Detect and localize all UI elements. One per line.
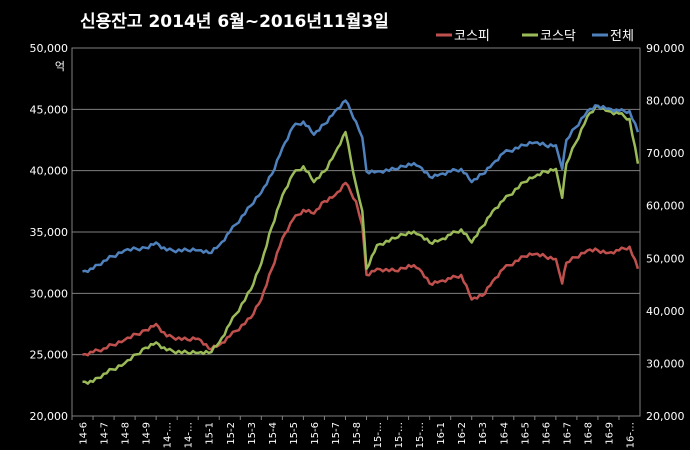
legend-label: 전체	[610, 29, 634, 44]
x-tick-label: 15-…	[415, 422, 426, 448]
x-tick-label: 15-4	[268, 422, 279, 445]
x-tick-label: 14-…	[184, 422, 195, 448]
left-tick-label: 35,000	[30, 226, 69, 239]
x-tick-label: 15-2	[226, 422, 237, 445]
x-tick-label: 16-5	[520, 422, 531, 445]
series-lines	[82, 99, 640, 385]
right-tick-label: 50,000	[646, 252, 685, 265]
x-axis: 14-6 14-7 14-8 14-9 14-… 14-… 15-1 15-2 15-3 15-4…	[71, 416, 636, 448]
x-tick-label: 15-5	[289, 422, 300, 445]
right-tick-label: 90,000	[646, 42, 685, 55]
x-tick-label: 16-4	[499, 422, 510, 445]
right-tick-label: 30,000	[646, 357, 685, 370]
right-tick-label: 60,000	[646, 200, 685, 213]
left-tick-label: 50,000	[30, 42, 69, 55]
series-line-1	[82, 181, 640, 357]
x-tick-label: 16-3	[478, 422, 489, 445]
x-tick-label: 15-8	[352, 422, 363, 445]
left-tick-label: 25,000	[30, 349, 69, 362]
x-tick-label: 15-…	[373, 422, 384, 448]
x-tick-label: 15-6	[310, 422, 321, 445]
left-tick-label: 40,000	[30, 165, 69, 178]
left-y-axis: 억 20,000 25,000 30,000 35,000 40,000 45,000 50…	[30, 42, 69, 423]
right-y-axis: 20,000 30,000 40,000 50,000 60,000 70,000 80,0…	[646, 42, 685, 423]
chart-title: 신용잔고 2014년 6월~2016년11월3일	[80, 12, 389, 32]
x-tick-label: 14-8	[121, 422, 132, 445]
x-tick-label: 14-7	[100, 422, 111, 445]
x-tick-label: 16-…	[625, 422, 636, 448]
plot-frame	[71, 47, 641, 417]
legend-label: 코스닥	[540, 29, 576, 44]
x-tick-label: 16-7	[562, 422, 573, 445]
x-tick-label: 16-1	[436, 422, 447, 445]
x-tick-label: 15-3	[247, 422, 258, 445]
left-tick-label: 30,000	[30, 287, 69, 300]
x-tick-label: 15-1	[205, 422, 216, 445]
left-tick-label: 45,000	[30, 103, 69, 116]
left-tick-label: 20,000	[30, 410, 69, 423]
left-axis-unit: 억	[55, 60, 65, 73]
legend-label: 코스피	[454, 29, 490, 44]
x-tick-label: 15-7	[331, 422, 342, 445]
x-tick-label: 14-9	[142, 422, 153, 445]
legend: 코스피 코스닥 전체	[436, 29, 634, 44]
x-tick-label: 16-2	[457, 422, 468, 445]
x-tick-label: 14-6	[79, 422, 90, 445]
x-tick-label: 15-…	[394, 422, 405, 448]
series-line-2	[82, 104, 640, 385]
x-tick-label: 16-8	[583, 422, 594, 445]
x-tick-label: 14-…	[163, 422, 174, 448]
gridlines	[72, 47, 640, 417]
right-tick-label: 70,000	[646, 147, 685, 160]
x-tick-label: 16-6	[541, 422, 552, 445]
series-line-3	[82, 99, 640, 274]
right-tick-label: 20,000	[646, 410, 685, 423]
right-tick-label: 40,000	[646, 305, 685, 318]
x-tick-label: 16-9	[604, 422, 615, 445]
right-tick-label: 80,000	[646, 95, 685, 108]
